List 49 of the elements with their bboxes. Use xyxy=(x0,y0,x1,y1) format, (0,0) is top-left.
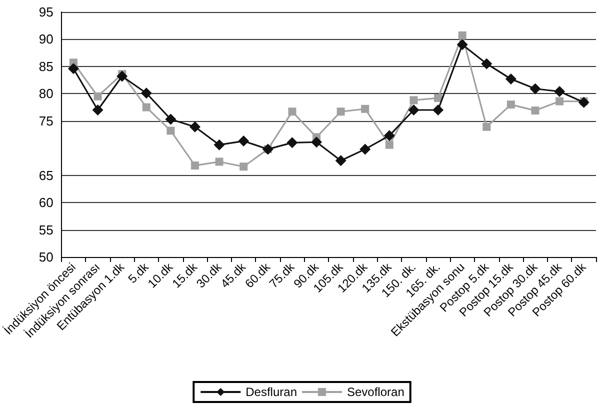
point xyxy=(288,108,296,116)
point xyxy=(166,126,175,135)
point xyxy=(530,83,541,94)
y-tick-label: 90 xyxy=(38,32,54,47)
y-tick-label: 80 xyxy=(38,86,54,102)
y-tick-label: 85 xyxy=(38,58,54,74)
point xyxy=(384,130,395,142)
point xyxy=(142,103,150,112)
point xyxy=(458,31,466,40)
point xyxy=(482,122,491,131)
point xyxy=(554,86,566,97)
point xyxy=(214,139,225,150)
y-tick-label: 50 xyxy=(38,250,54,264)
point xyxy=(215,158,224,166)
point xyxy=(189,121,200,132)
point xyxy=(190,162,199,170)
y-tick-label: 65 xyxy=(38,168,54,183)
y-tick-label: 75 xyxy=(38,113,54,128)
point xyxy=(140,88,152,99)
point xyxy=(456,39,468,50)
point xyxy=(311,136,322,148)
y-tick-label: 95 xyxy=(38,4,54,20)
point xyxy=(361,104,370,113)
point xyxy=(116,70,128,82)
point xyxy=(578,96,590,108)
point xyxy=(432,104,444,116)
legend-label: Desfluran xyxy=(246,385,297,399)
y-tick-label: 55 xyxy=(38,222,54,238)
point xyxy=(360,144,371,155)
point xyxy=(506,100,515,109)
point xyxy=(335,155,346,166)
point xyxy=(68,63,79,74)
point xyxy=(505,73,516,84)
point xyxy=(556,97,564,106)
point xyxy=(531,106,540,115)
y-tick-label: 60 xyxy=(38,195,54,210)
point xyxy=(385,140,394,149)
point xyxy=(94,92,102,100)
point xyxy=(286,137,298,148)
legend-label: Sevofloran xyxy=(346,385,404,399)
point xyxy=(408,104,420,116)
point xyxy=(410,96,418,104)
point xyxy=(336,108,345,116)
point xyxy=(240,162,248,171)
point xyxy=(481,58,492,70)
point xyxy=(238,136,250,147)
point xyxy=(92,104,104,116)
point xyxy=(434,94,442,102)
point xyxy=(165,114,176,125)
